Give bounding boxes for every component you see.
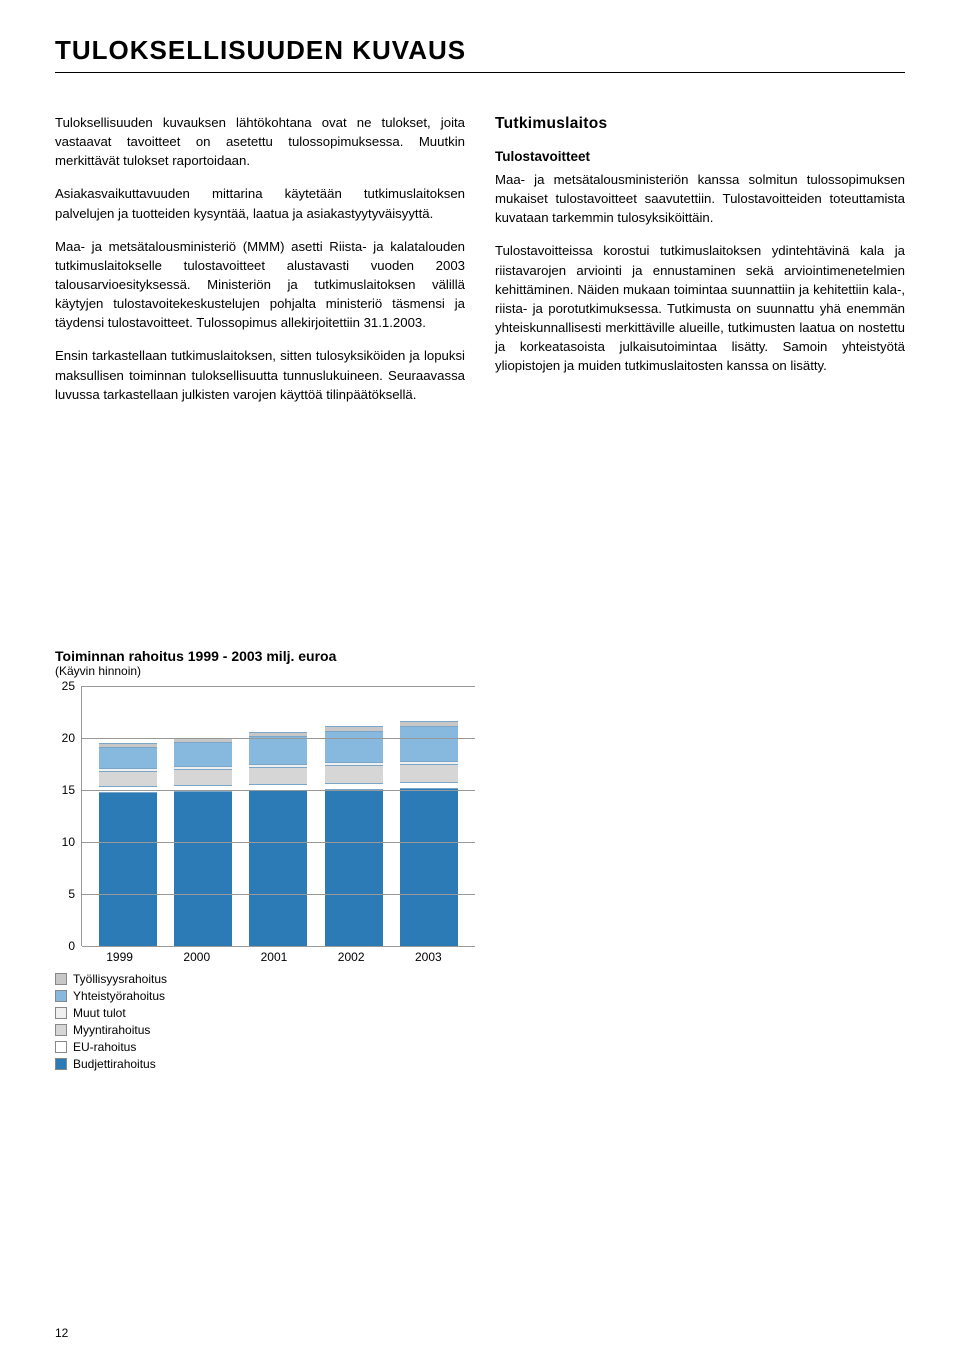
stacked-bar — [400, 721, 458, 946]
legend-label: Budjettirahoitus — [73, 1057, 156, 1071]
x-tick-label: 2002 — [338, 950, 365, 964]
legend-label: Myyntirahoitus — [73, 1023, 150, 1037]
y-tick-label: 25 — [62, 679, 75, 693]
y-tick-label: 0 — [68, 939, 75, 953]
x-tick-label: 1999 — [106, 950, 133, 964]
bar-segment-budjettirahoitus — [174, 791, 232, 946]
funding-chart: Toiminnan rahoitus 1999 - 2003 milj. eur… — [55, 648, 475, 1071]
x-tick-label: 2000 — [183, 950, 210, 964]
bar-segment-myynti — [249, 767, 307, 784]
body-para: Tulostavoitteissa korostui tutkimuslaito… — [495, 241, 905, 375]
bars-container — [82, 686, 475, 946]
gridline — [82, 946, 475, 947]
legend-label: EU-rahoitus — [73, 1040, 136, 1054]
bar-segment-myynti — [99, 771, 157, 786]
y-tick-label: 5 — [68, 887, 75, 901]
bar-segment-budjettirahoitus — [325, 789, 383, 946]
gridline — [82, 842, 475, 843]
bar-segment-yhteistyo — [325, 731, 383, 762]
page-number: 12 — [55, 1326, 68, 1340]
body-para: Maa- ja metsätalousministeriö (MMM) aset… — [55, 237, 465, 333]
legend-label: Muut tulot — [73, 1006, 126, 1020]
y-tick-label: 10 — [62, 835, 75, 849]
bar-segment-yhteistyo — [174, 742, 232, 766]
body-para: Maa- ja metsätalousministeriön kanssa so… — [495, 170, 905, 227]
page-title: TULOKSELLISUUDEN KUVAUS — [55, 35, 905, 73]
bar-segment-yhteistyo — [400, 726, 458, 760]
chart-title: Toiminnan rahoitus 1999 - 2003 milj. eur… — [55, 648, 475, 664]
y-tick-label: 15 — [62, 783, 75, 797]
bar-segment-myynti — [174, 769, 232, 785]
right-column: Tutkimuslaitos Tulostavoitteet Maa- ja m… — [495, 113, 905, 418]
body-para: Tuloksellisuuden kuvauksen lähtökohtana … — [55, 113, 465, 170]
chart-plot-wrap: 0510152025 — [55, 686, 475, 946]
legend-item: EU-rahoitus — [55, 1040, 475, 1054]
legend-swatch — [55, 990, 67, 1002]
bar-segment-budjettirahoitus — [249, 790, 307, 946]
bar-segment-yhteistyo — [249, 736, 307, 764]
gridline — [82, 790, 475, 791]
sub-heading: Tulostavoitteet — [495, 147, 905, 167]
x-tick-label: 2003 — [415, 950, 442, 964]
legend-swatch — [55, 1024, 67, 1036]
legend-swatch — [55, 1007, 67, 1019]
legend-item: Yhteistyörahoitus — [55, 989, 475, 1003]
body-para: Ensin tarkastellaan tutkimuslaitoksen, s… — [55, 346, 465, 403]
chart-legend: Työllisyysrahoitus Yhteistyörahoitus Muut … — [55, 972, 475, 1071]
legend-item: Muut tulot — [55, 1006, 475, 1020]
legend-item: Työllisyysrahoitus — [55, 972, 475, 986]
x-tick-label: 2001 — [261, 950, 288, 964]
stacked-bar — [325, 726, 383, 945]
y-tick-label: 20 — [62, 731, 75, 745]
body-para: Asiakasvaikuttavuuden mittarina käytetää… — [55, 184, 465, 222]
y-axis: 0510152025 — [55, 686, 81, 946]
legend-swatch — [55, 973, 67, 985]
bar-segment-myynti — [325, 765, 383, 783]
plot-area — [81, 686, 475, 946]
stacked-bar — [249, 732, 307, 946]
bar-segment-yhteistyo — [99, 747, 157, 768]
section-heading: Tutkimuslaitos — [495, 113, 905, 135]
legend-label: Työllisyysrahoitus — [73, 972, 167, 986]
legend-swatch — [55, 1041, 67, 1053]
stacked-bar — [99, 743, 157, 946]
legend-item: Myyntirahoitus — [55, 1023, 475, 1037]
bar-segment-budjettirahoitus — [400, 788, 458, 946]
x-axis-labels: 1999 2000 2001 2002 2003 — [55, 946, 475, 964]
legend-item: Budjettirahoitus — [55, 1057, 475, 1071]
legend-label: Yhteistyörahoitus — [73, 989, 165, 1003]
bar-segment-myynti — [400, 764, 458, 782]
gridline — [82, 686, 475, 687]
left-column: Tuloksellisuuden kuvauksen lähtökohtana … — [55, 113, 465, 418]
legend-swatch — [55, 1058, 67, 1070]
chart-subtitle: (Käyvin hinnoin) — [55, 664, 475, 678]
gridline — [82, 894, 475, 895]
two-column-body: Tuloksellisuuden kuvauksen lähtökohtana … — [55, 113, 905, 418]
bar-segment-budjettirahoitus — [99, 792, 157, 946]
gridline — [82, 738, 475, 739]
